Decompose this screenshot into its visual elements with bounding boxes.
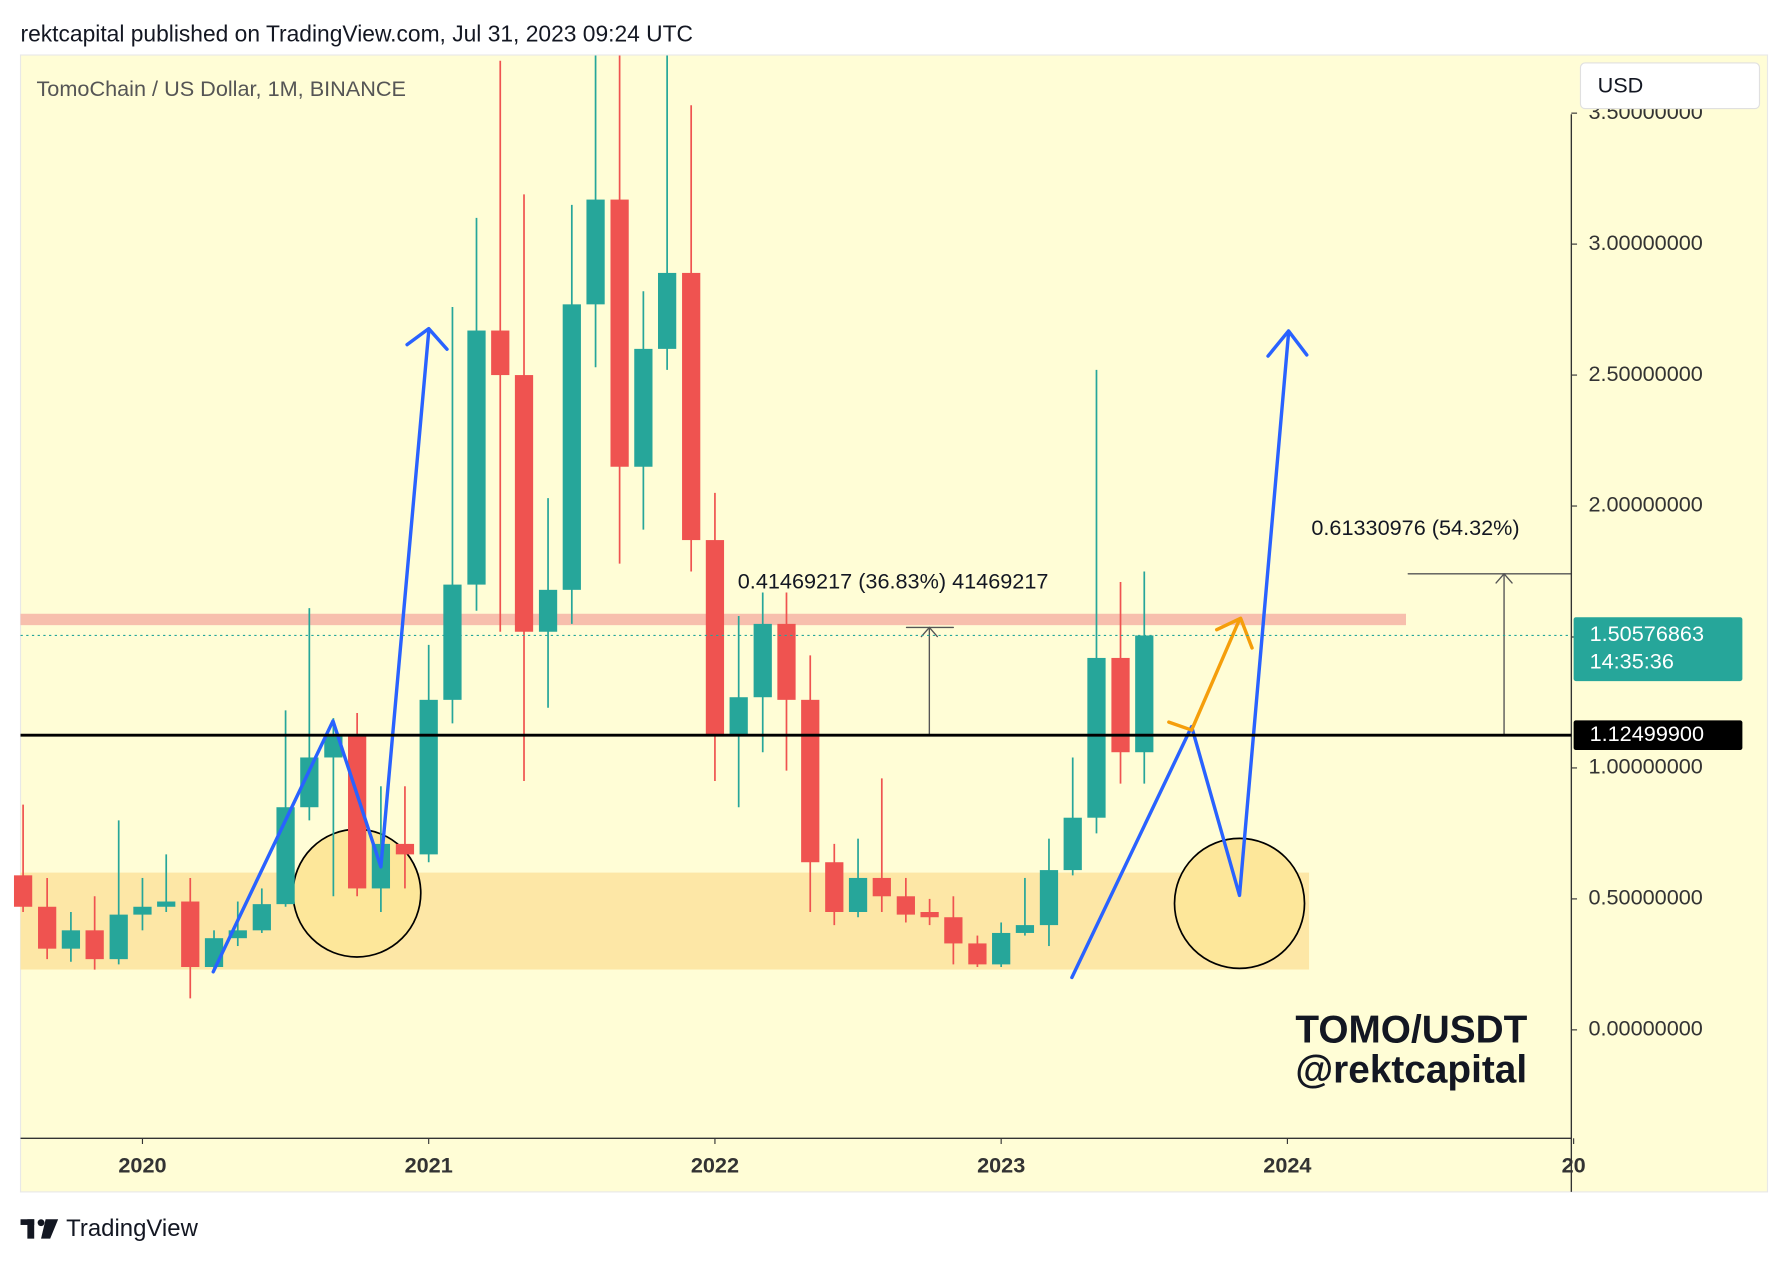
x-tick-label: 2023 <box>977 1153 1025 1178</box>
candle-body <box>13 875 33 907</box>
support-zone <box>20 872 1310 970</box>
y-tick-label: 2.00000000 <box>1588 492 1702 517</box>
candle-body <box>682 272 701 541</box>
candle-body <box>348 736 367 889</box>
blue-arrow <box>1070 331 1291 980</box>
symbol-title: TomoChain / US Dollar, 1M, BINANCE <box>36 76 405 101</box>
candle-body <box>801 699 820 863</box>
candle-body <box>610 199 629 467</box>
candle-body <box>1087 657 1106 818</box>
candles <box>13 55 1154 999</box>
candle-body <box>514 375 534 632</box>
candle-body <box>896 896 915 915</box>
candle-body <box>85 930 104 960</box>
price-label-box <box>1573 617 1743 682</box>
y-tick-label: 0.50000000 <box>1588 885 1702 910</box>
candle-body <box>1039 870 1059 926</box>
candle-body <box>729 697 748 737</box>
candle-body <box>848 877 868 912</box>
candle-body <box>1135 635 1154 753</box>
price-label-box <box>1573 720 1743 751</box>
candle-body <box>1111 657 1130 753</box>
drawings <box>20 613 1406 970</box>
axes: 0.000000000.500000001.000000001.50000000… <box>20 99 1743 1178</box>
candle-body <box>705 540 725 737</box>
x-tick-label: 2024 <box>1263 1153 1311 1178</box>
candle-body <box>1015 925 1035 933</box>
tradingview-logo <box>20 1219 59 1239</box>
currency-button[interactable] <box>1579 62 1761 110</box>
watermark: @rektcapital <box>1295 1048 1527 1091</box>
arrow-head <box>405 326 449 351</box>
arrow-head <box>1266 329 1309 358</box>
candle-body <box>1063 817 1082 871</box>
y-tick-label: 1.00000000 <box>1588 754 1702 779</box>
candle-body <box>443 584 462 700</box>
candle-body <box>658 272 677 349</box>
y-tick-label: 3.00000000 <box>1588 230 1702 255</box>
circle <box>1173 837 1306 970</box>
brand: TradingView <box>66 1215 198 1242</box>
x-tick-label: 20 <box>1562 1153 1586 1178</box>
candle-body <box>419 699 438 855</box>
currency-label[interactable]: USD <box>1598 73 1644 98</box>
candle-body <box>157 901 176 907</box>
candle-body <box>61 930 81 949</box>
candle-body <box>467 330 486 585</box>
x-tick-label: 2020 <box>118 1153 166 1178</box>
header: rektcapital published on TradingView.com… <box>21 21 694 47</box>
candle-body <box>825 862 844 912</box>
candle-body <box>944 917 963 944</box>
candle-body <box>777 623 796 700</box>
candle-body <box>920 911 939 918</box>
candle-body <box>38 906 57 949</box>
candle-body <box>204 938 224 968</box>
price-label: 1.12499900 <box>1590 721 1704 746</box>
orange-arrow <box>1167 617 1242 732</box>
price-label: 1.50576863 <box>1590 621 1704 646</box>
candle-body <box>586 199 605 305</box>
candle-body <box>992 932 1011 965</box>
candle-body <box>872 877 891 897</box>
candle-body <box>634 348 653 467</box>
watermark: TOMO/USDT <box>1295 1008 1527 1051</box>
candle-body <box>133 906 152 915</box>
blue-arrow <box>211 329 431 974</box>
x-tick-label: 2021 <box>405 1153 453 1178</box>
candle-body <box>228 930 247 939</box>
candle-body <box>181 901 200 968</box>
candle-body <box>300 757 319 808</box>
y-tick-label: 2.50000000 <box>1588 361 1702 386</box>
candle-body <box>109 914 128 960</box>
candle-body <box>491 330 510 376</box>
countdown-label: 14:35:36 <box>1590 649 1674 674</box>
y-tick-label: 0.00000000 <box>1588 1016 1702 1041</box>
candle-body <box>324 736 343 758</box>
candle-body <box>968 943 987 965</box>
candle-body <box>395 843 415 855</box>
candle-body <box>562 304 581 590</box>
candle-body <box>753 623 772 698</box>
arrow-head <box>1214 616 1254 650</box>
x-tick-label: 2022 <box>691 1153 739 1178</box>
candle-body <box>538 589 558 632</box>
measure-label: 0.61330976 (54.32%) <box>1311 515 1519 540</box>
measure-label: 0.41469217 (36.83%) 41469217 <box>738 569 1049 594</box>
candle-body <box>252 904 271 931</box>
